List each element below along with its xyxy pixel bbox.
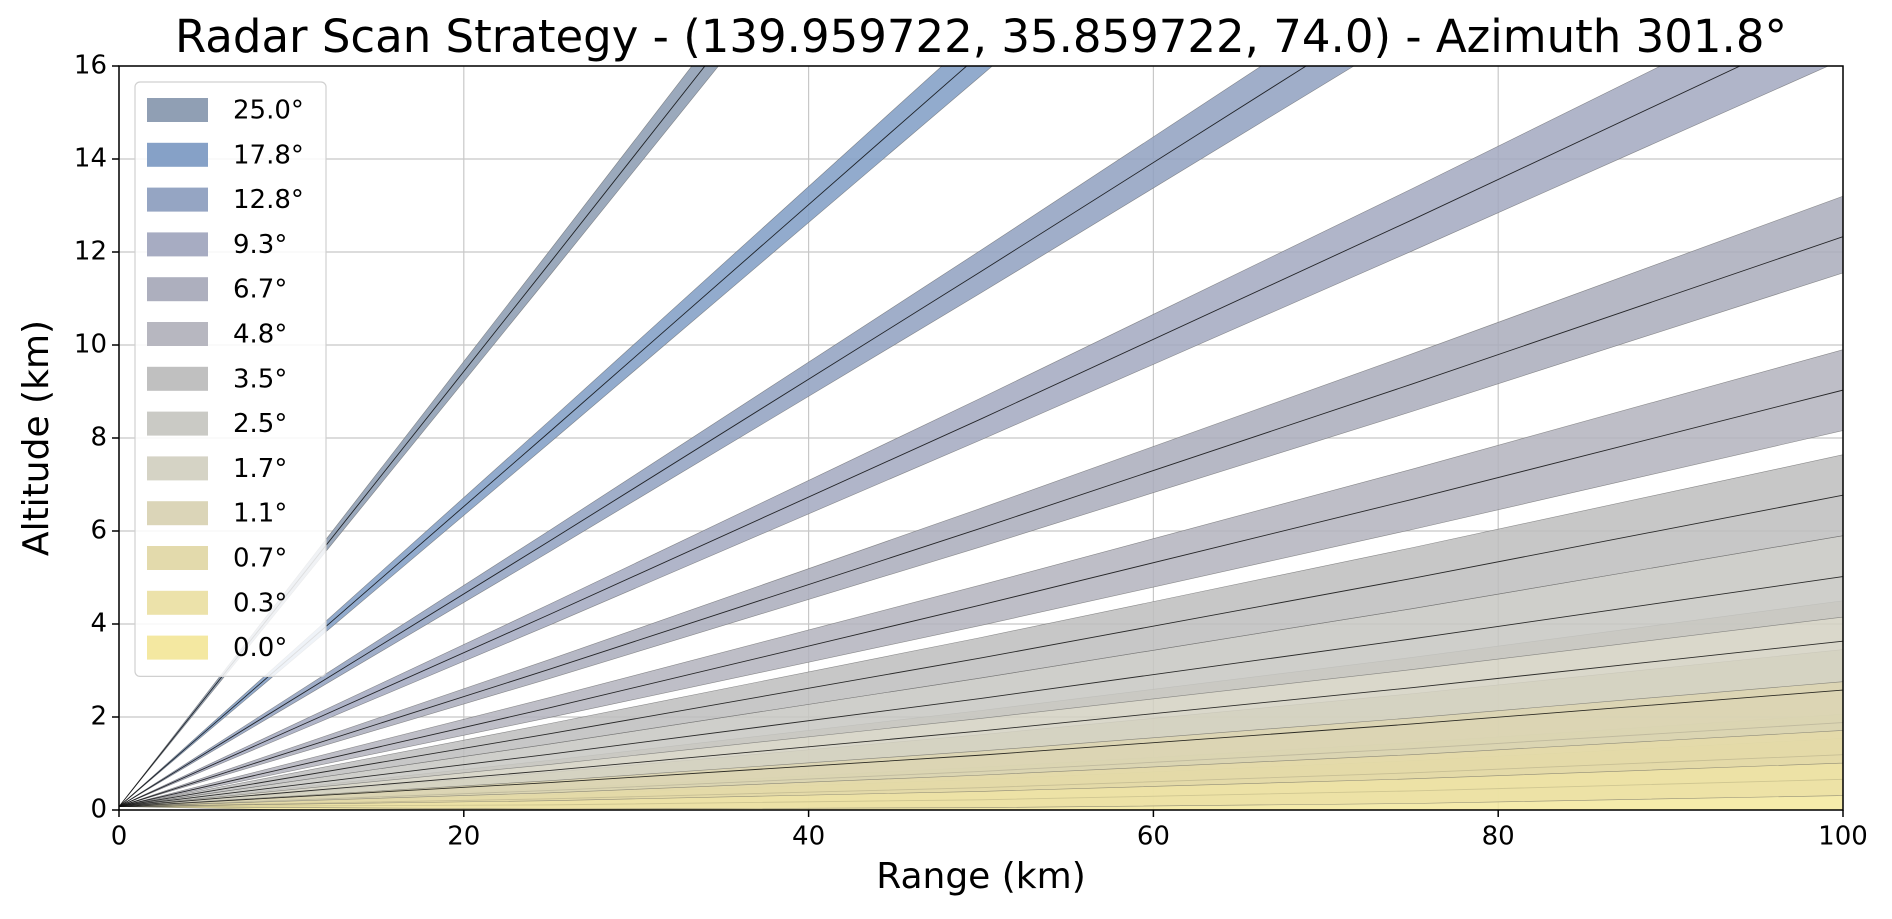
legend-label: 25.0°	[233, 96, 304, 126]
legend-swatch	[147, 277, 208, 302]
legend-label: 12.8°	[233, 185, 304, 215]
legend-label: 4.8°	[233, 320, 287, 350]
legend-swatch	[147, 98, 208, 122]
x-tick-label: 60	[1137, 822, 1170, 852]
beam-center	[119, 389, 1843, 807]
legend-swatch	[147, 546, 208, 570]
y-tick-label: 8	[90, 423, 107, 453]
legend-swatch	[147, 635, 208, 660]
beam-center	[119, 640, 1843, 808]
legend-swatch	[147, 187, 208, 212]
legend-label: 0.0°	[233, 633, 287, 663]
legend-label: 3.5°	[233, 364, 287, 394]
beam-center	[119, 236, 1843, 807]
y-tick-label: 10	[74, 330, 107, 360]
legend-label: 1.1°	[233, 499, 287, 529]
y-tick-label: 4	[90, 609, 107, 639]
x-tick-label: 0	[111, 822, 128, 852]
legend-label: 17.8°	[233, 140, 304, 170]
x-tick-label: 40	[792, 822, 825, 852]
legend-swatch	[147, 456, 208, 481]
y-tick-label: 12	[74, 237, 107, 267]
beam-band	[119, 66, 993, 807]
y-tick-label: 16	[74, 51, 107, 81]
legend-swatch	[147, 411, 208, 436]
legend-label: 1.7°	[233, 454, 287, 484]
beam-center	[119, 576, 1843, 808]
beam-band	[119, 349, 1843, 807]
legend-box	[134, 81, 327, 678]
beam-band	[119, 454, 1843, 807]
x-tick-label: 100	[1818, 822, 1868, 852]
legend-swatch	[147, 232, 208, 257]
legend-label: 9.3°	[233, 230, 287, 260]
legend-swatch	[147, 590, 208, 615]
x-tick-label: 80	[1482, 822, 1515, 852]
beam-center	[119, 66, 1742, 807]
y-tick-label: 2	[90, 702, 107, 732]
legend-swatch	[147, 142, 208, 167]
legend-label: 2.5°	[233, 409, 287, 439]
plot-area	[119, 66, 1843, 810]
legend-label: 6.7°	[233, 275, 287, 305]
y-tick-label: 14	[74, 144, 107, 174]
y-tick-label: 0	[90, 795, 107, 825]
legend-swatch	[147, 366, 208, 391]
x-axis-label: Range (km)	[876, 856, 1086, 897]
beam-center	[119, 66, 1307, 807]
ticks: 0 20 40 60 80 100 0 2 4 6 8 10 12 14 16	[74, 51, 1868, 852]
beam-band	[119, 195, 1843, 807]
legend-label: 0.3°	[233, 588, 287, 618]
x-tick-label: 20	[447, 822, 480, 852]
beam-band	[119, 66, 1355, 807]
beam-band	[119, 66, 1830, 807]
chart-title: Radar Scan Strategy - (139.959722, 35.85…	[175, 10, 1787, 63]
legend: 25.0° 17.8° 12.8° 9.3° 6.7° 4.8° 3.5° 2.5° 1.7° 1…	[134, 81, 327, 678]
y-tick-label: 6	[90, 516, 107, 546]
beam-center	[119, 66, 968, 807]
y-axis-label: Altitude (km)	[16, 320, 57, 556]
beam-center	[119, 66, 706, 807]
beam-center	[119, 494, 1843, 808]
legend-label: 0.7°	[233, 544, 287, 574]
legend-swatch	[147, 501, 208, 526]
beam-center	[119, 689, 1843, 808]
legend-swatch	[147, 322, 208, 346]
